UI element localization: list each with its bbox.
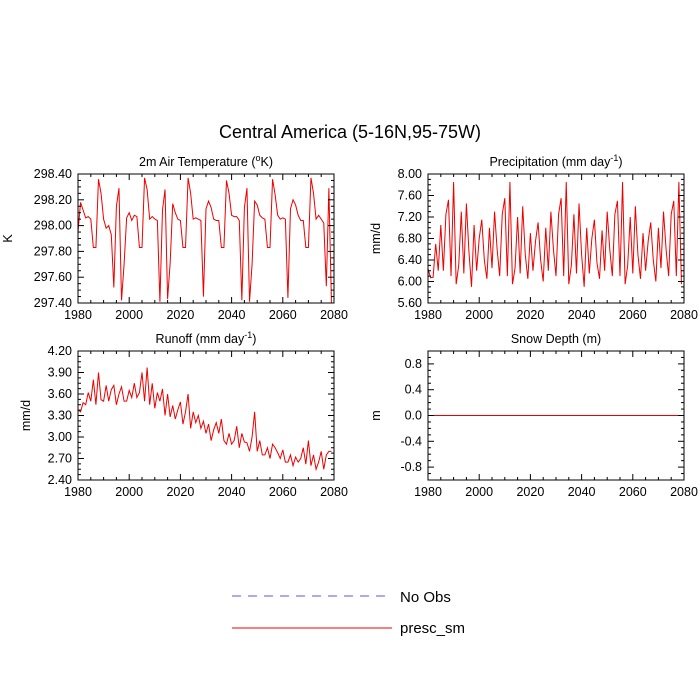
x-tick-label: 1980 — [64, 308, 92, 322]
panel-temp: 1980 2000 2020 2040 2060 2080 297.40 297.60 297.… — [1, 153, 348, 322]
series-line-runoff-0 — [78, 367, 332, 472]
panels: 1980 2000 2020 2040 2060 2080 297.40 297.60 297.… — [1, 153, 698, 499]
x-tick-label: 2080 — [670, 308, 698, 322]
x-tick-label: 2080 — [320, 485, 348, 499]
panel-runoff: 1980 2000 2020 2040 2060 2080 2.40 2.70 3.00 3.30… — [19, 330, 348, 499]
y-tick-label: 7.20 — [398, 210, 422, 224]
panel-title-temp: 2m Air Temperature (oK) — [139, 153, 273, 169]
panel-precip: 1980 2000 2020 2040 2060 2080 5.60 6.00 6.40 6.80… — [369, 153, 698, 322]
x-tick-label: 2020 — [166, 485, 194, 499]
panel-title-runoff: Runoff (mm day-1) — [156, 330, 257, 346]
y-tick-label: 4.20 — [48, 344, 72, 358]
x-tick-label: 2060 — [269, 308, 297, 322]
x-tick-label: 2060 — [619, 308, 647, 322]
y-tick-label: 297.80 — [34, 244, 72, 258]
y-axis-label-temp: K — [1, 234, 15, 243]
x-tick-label: 2020 — [516, 485, 544, 499]
x-tick-label: 2000 — [115, 308, 143, 322]
x-tick-label: 2000 — [465, 308, 493, 322]
y-tick-label: 0.8 — [405, 357, 422, 371]
y-tick-label: 298.40 — [34, 167, 72, 181]
x-tick-label: 2040 — [218, 485, 246, 499]
x-tick-label: 2060 — [619, 485, 647, 499]
x-tick-label: 2020 — [166, 308, 194, 322]
series-line-temp-0 — [78, 177, 332, 303]
y-tick-label: 2.70 — [48, 452, 72, 466]
y-tick-label: 297.60 — [34, 270, 72, 284]
x-tick-label: 2080 — [320, 308, 348, 322]
figure-title: Central America (5-16N,95-75W) — [219, 122, 481, 142]
panel-title-snow: Snow Depth (m) — [511, 332, 601, 346]
y-tick-label: 3.30 — [48, 409, 72, 423]
y-axis-label-snow: m — [369, 410, 383, 420]
y-tick-label: 297.40 — [34, 296, 72, 310]
legend: No Obs presc_sm — [232, 589, 465, 637]
legend-label-presc-sm: presc_sm — [400, 620, 465, 637]
y-tick-label: 7.60 — [398, 189, 422, 203]
y-tick-label: 3.90 — [48, 366, 72, 380]
y-tick-label: 2.40 — [48, 473, 72, 487]
y-tick-label: 8.00 — [398, 167, 422, 181]
y-tick-label: 6.40 — [398, 253, 422, 267]
y-tick-label: 0.4 — [405, 383, 422, 397]
y-tick-label: 6.80 — [398, 232, 422, 246]
x-tick-label: 2040 — [568, 308, 596, 322]
y-tick-label: 298.00 — [34, 219, 72, 233]
y-tick-label: 3.60 — [48, 387, 72, 401]
y-tick-label: 0.0 — [405, 409, 422, 423]
y-tick-label: 3.00 — [48, 430, 72, 444]
y-axis-label-runoff: mm/d — [19, 400, 33, 431]
x-tick-label: 1980 — [414, 485, 442, 499]
x-tick-label: 2060 — [269, 485, 297, 499]
series-line-precip-0 — [428, 182, 682, 287]
x-tick-label: 2040 — [218, 308, 246, 322]
legend-label-no-obs: No Obs — [400, 589, 451, 606]
x-tick-label: 2080 — [670, 485, 698, 499]
x-tick-label: 2000 — [465, 485, 493, 499]
y-tick-label: 5.60 — [398, 296, 422, 310]
y-tick-label: -0.4 — [400, 434, 422, 448]
y-tick-label: -0.8 — [400, 460, 422, 474]
panel-snow: 1980 2000 2020 2040 2060 2080 -0.8 -0.4 0.0 0.4 0.… — [369, 332, 698, 499]
x-tick-label: 2000 — [115, 485, 143, 499]
y-axis-label-precip: mm/d — [369, 223, 383, 254]
x-tick-label: 1980 — [64, 485, 92, 499]
x-tick-label: 2040 — [568, 485, 596, 499]
x-tick-label: 1980 — [414, 308, 442, 322]
y-tick-label: 6.00 — [398, 275, 422, 289]
x-tick-label: 2020 — [516, 308, 544, 322]
panel-title-precip: Precipitation (mm day-1) — [489, 153, 622, 169]
y-tick-label: 298.20 — [34, 193, 72, 207]
